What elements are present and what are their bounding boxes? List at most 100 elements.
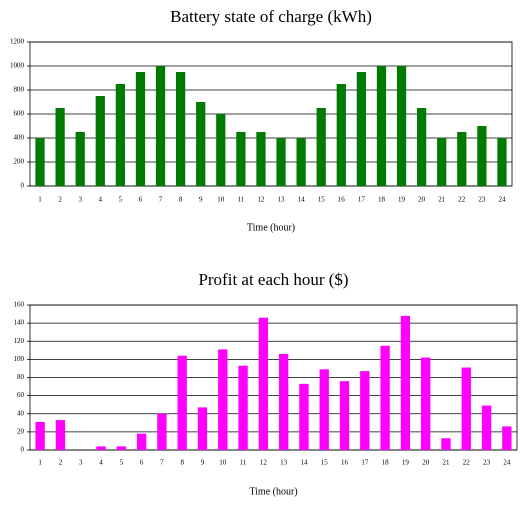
y-tick-label: 20 <box>17 427 25 435</box>
x-tick-label: 20 <box>422 459 430 467</box>
plot-frame <box>29 41 513 187</box>
bar <box>276 138 286 186</box>
x-tick-label: 24 <box>498 196 506 204</box>
bar <box>319 369 329 450</box>
bar <box>216 114 226 186</box>
bar <box>196 102 206 186</box>
bar <box>380 345 390 450</box>
bar <box>477 126 487 186</box>
bar <box>299 383 309 450</box>
x-tick-label: 24 <box>503 459 511 467</box>
x-tick-label: 4 <box>99 196 103 204</box>
x-tick-label: 6 <box>139 196 143 204</box>
x-tick-label: 7 <box>160 459 164 467</box>
x-tick-label: 4 <box>99 459 103 467</box>
bar <box>55 108 65 186</box>
y-tick-label: 1000 <box>10 62 25 70</box>
bar <box>278 353 289 450</box>
y-tick-label: 120 <box>14 337 25 345</box>
x-tick-label: 22 <box>458 196 466 204</box>
bar <box>176 72 186 186</box>
chart-title: Profit at each hour ($) <box>198 270 348 289</box>
y-tick-label: 800 <box>14 86 25 94</box>
bar <box>396 66 407 186</box>
bar <box>421 357 431 450</box>
y-tick-label: 400 <box>14 134 25 142</box>
x-tick-label: 14 <box>298 196 306 204</box>
x-tick-label: 6 <box>140 459 144 467</box>
x-tick-label: 21 <box>442 459 450 467</box>
x-tick-label: 16 <box>341 459 349 467</box>
bar <box>356 72 366 186</box>
bar <box>157 413 167 450</box>
bar <box>417 108 427 186</box>
x-tick-label: 1 <box>38 459 42 467</box>
x-axis-label: Time (hour) <box>247 222 295 233</box>
x-tick-label: 3 <box>79 459 83 467</box>
bar <box>256 132 266 186</box>
x-tick-label: 5 <box>120 459 124 467</box>
x-tick-label: 12 <box>257 196 265 204</box>
x-tick-label: 21 <box>438 196 446 204</box>
x-tick-label: 18 <box>378 196 386 204</box>
bar <box>481 405 492 450</box>
bar <box>115 84 125 186</box>
x-tick-label: 2 <box>58 196 62 204</box>
bar <box>437 138 447 186</box>
bar <box>339 381 350 450</box>
bar <box>136 433 147 450</box>
x-tick-label: 1 <box>38 196 42 204</box>
x-tick-label: 22 <box>463 459 471 467</box>
x-tick-label: 5 <box>119 196 123 204</box>
x-tick-label: 11 <box>238 196 245 204</box>
bar <box>461 367 471 450</box>
x-tick-label: 8 <box>180 459 184 467</box>
x-tick-label: 17 <box>361 459 369 467</box>
bar <box>75 132 85 186</box>
bar <box>360 371 370 450</box>
x-tick-label: 3 <box>78 196 82 204</box>
x-tick-label: 7 <box>159 196 163 204</box>
bar <box>197 407 208 450</box>
bar <box>35 138 45 186</box>
x-tick-label: 15 <box>321 459 329 467</box>
x-tick-label: 9 <box>201 459 205 467</box>
plot-frame <box>29 304 518 451</box>
chart-title: Battery state of charge (kWh) <box>170 7 372 26</box>
bar <box>316 108 326 186</box>
bar <box>95 96 105 186</box>
x-tick-label: 10 <box>219 459 227 467</box>
y-tick-label: 140 <box>14 319 25 327</box>
y-tick-label: 160 <box>14 301 25 309</box>
y-tick-label: 100 <box>14 355 25 363</box>
bar <box>135 72 146 186</box>
x-tick-label: 19 <box>402 459 410 467</box>
x-tick-label: 13 <box>278 196 286 204</box>
bar <box>376 66 387 186</box>
x-tick-label: 18 <box>382 459 390 467</box>
bar <box>457 132 467 186</box>
x-tick-label: 12 <box>260 459 268 467</box>
bar <box>177 355 187 450</box>
bar <box>35 421 45 450</box>
y-tick-label: 1200 <box>10 38 25 46</box>
x-tick-label: 11 <box>240 459 247 467</box>
bar <box>296 138 306 186</box>
bar <box>55 420 66 450</box>
bar <box>236 132 246 186</box>
x-axis-label: Time (hour) <box>249 486 297 497</box>
x-tick-label: 19 <box>398 196 406 204</box>
y-tick-label: 600 <box>14 110 25 118</box>
x-tick-label: 16 <box>338 196 346 204</box>
bar <box>400 315 411 450</box>
y-tick-label: 80 <box>17 373 25 381</box>
x-tick-label: 13 <box>280 459 288 467</box>
bar <box>497 138 507 186</box>
y-tick-label: 0 <box>21 446 25 454</box>
x-tick-label: 8 <box>179 196 183 204</box>
y-tick-label: 200 <box>14 158 25 166</box>
bar <box>336 84 346 186</box>
x-tick-label: 9 <box>199 196 203 204</box>
bar <box>218 349 228 450</box>
